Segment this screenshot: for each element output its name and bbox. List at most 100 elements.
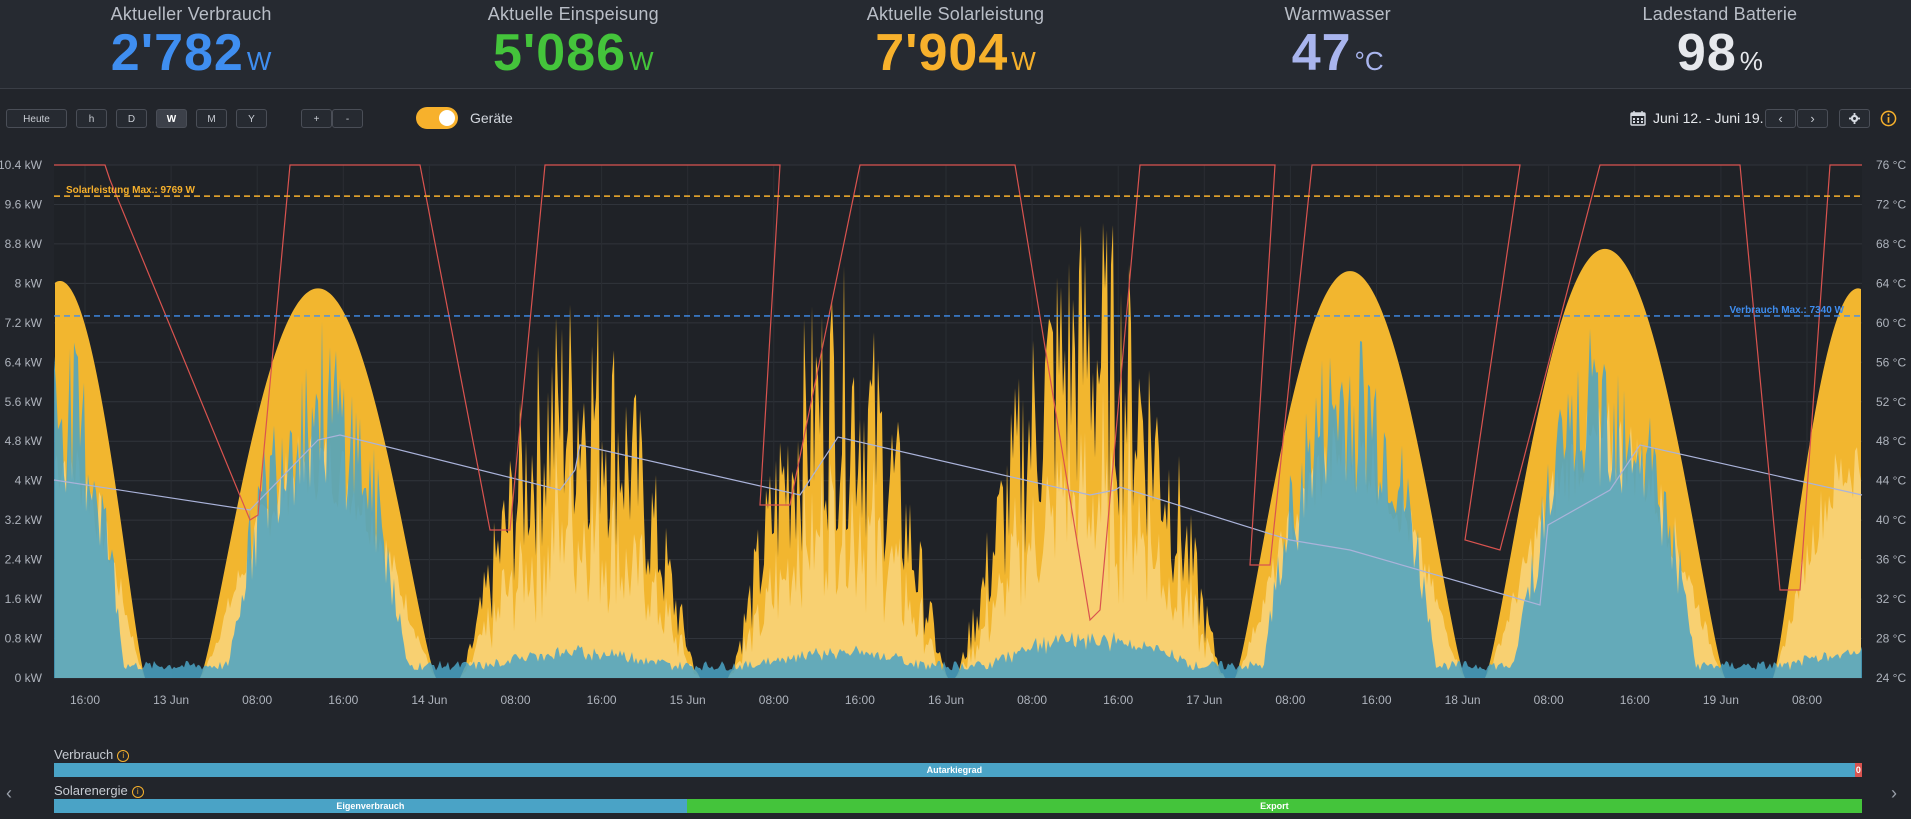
- calendar-icon[interactable]: [1630, 110, 1646, 126]
- y2-tick-label: 64 °C: [1876, 276, 1906, 290]
- solar-light-area: [955, 390, 1225, 678]
- x-tick-label: 08:00: [759, 693, 789, 707]
- x-tick-label: 08:00: [1792, 693, 1822, 707]
- range-button-day[interactable]: D: [116, 109, 147, 128]
- x-tick-label: 16:00: [845, 693, 875, 707]
- stat-label: Warmwasser: [1284, 4, 1391, 24]
- consumption-bar-text: Verbrauch: [54, 747, 114, 762]
- x-tick-label: 16:00: [1361, 693, 1391, 707]
- stat-label: Aktueller Verbrauch: [110, 4, 272, 24]
- range-button-hour[interactable]: h: [76, 109, 107, 128]
- x-tick-label: 15 Jun: [670, 693, 706, 707]
- info-icon[interactable]: [1880, 110, 1897, 127]
- y-tick-label: 10.4 kW: [0, 158, 43, 172]
- range-button-month[interactable]: M: [196, 109, 227, 128]
- y-tick-label: 6.4 kW: [5, 355, 43, 369]
- solar-bar-text: Solarenergie: [54, 783, 128, 798]
- scroll-left-arrow[interactable]: ‹: [6, 783, 12, 803]
- x-tick-label: 18 Jun: [1445, 693, 1481, 707]
- stat-consumption: Aktueller Verbrauch 2'782 W: [0, 0, 382, 88]
- stat-label: Aktuelle Solarleistung: [866, 4, 1045, 24]
- x-tick-label: 19 Jun: [1703, 693, 1739, 707]
- toggle-knob: [439, 110, 455, 126]
- stat-value-row: 98%: [1529, 27, 1911, 79]
- x-tick-label: 16 Jun: [928, 693, 964, 707]
- stat-value: 5'086: [493, 24, 627, 82]
- x-tick-label: 17 Jun: [1186, 693, 1222, 707]
- y-tick-label: 2.4 kW: [5, 553, 43, 567]
- grid-segment: 0: [1854, 763, 1862, 777]
- x-tick-label: 08:00: [242, 693, 272, 707]
- prev-period-button[interactable]: ‹: [1765, 109, 1796, 128]
- temperature-line: [54, 164, 1862, 622]
- x-tick-label: 16:00: [1103, 693, 1133, 707]
- solar-light-area: [728, 458, 948, 678]
- x-tick-label: 16:00: [70, 693, 100, 707]
- scroll-right-arrow[interactable]: ›: [1891, 783, 1897, 803]
- stat-value: 7'904: [875, 24, 1009, 82]
- y2-tick-label: 60 °C: [1876, 316, 1906, 330]
- export-segment: Export: [686, 799, 1862, 813]
- y2-tick-label: 76 °C: [1876, 158, 1906, 172]
- x-tick-label: 16:00: [587, 693, 617, 707]
- y-tick-label: 4.8 kW: [5, 434, 43, 448]
- x-tick-label: 16:00: [328, 693, 358, 707]
- y2-tick-label: 36 °C: [1876, 553, 1906, 567]
- date-range-label[interactable]: Juni 12. - Juni 19.: [1653, 110, 1764, 126]
- solar-light-area: [460, 446, 700, 678]
- y2-tick-label: 56 °C: [1876, 355, 1906, 369]
- autarky-bar: Autarkiegrad 0: [54, 763, 1862, 777]
- x-tick-label: 08:00: [1017, 693, 1047, 707]
- stat-unit: °C: [1354, 46, 1384, 76]
- max-annotation: Verbrauch Max.: 7340 W: [1730, 305, 1845, 316]
- stat-value: 47: [1291, 24, 1352, 82]
- energy-chart[interactable]: 0 kW 0.8 kW 1.6 kW 2.4 kW 3.2 kW 4 kW 4.8 kW 5.…: [0, 150, 1911, 720]
- y2-tick-label: 72 °C: [1876, 197, 1906, 211]
- info-icon[interactable]: i: [131, 785, 144, 798]
- y-tick-label: 0 kW: [15, 671, 43, 685]
- gear-icon: [1849, 113, 1860, 124]
- y-tick-label: 8 kW: [15, 276, 43, 290]
- stat-value-row: 7'904 W: [764, 27, 1146, 79]
- stat-value-row: 2'782 W: [0, 27, 382, 79]
- max-annotation: Solarleistung Max.: 9769 W: [66, 185, 195, 196]
- y-tick-label: 9.6 kW: [5, 197, 43, 211]
- stat-value: 2'782: [110, 24, 244, 82]
- zoom-in-button[interactable]: +: [301, 109, 332, 128]
- consumption-area: [54, 321, 1862, 678]
- y2-tick-label: 40 °C: [1876, 513, 1906, 527]
- stats-header: Aktueller Verbrauch 2'782 W Aktuelle Eins…: [0, 0, 1911, 89]
- autarky-segment: Autarkiegrad: [54, 763, 1855, 777]
- stat-value-row: 5'086 W: [382, 27, 764, 79]
- stat-label: Ladestand Batterie: [1642, 4, 1798, 24]
- zoom-out-button[interactable]: -: [332, 109, 363, 128]
- devices-toggle-label: Geräte: [470, 110, 513, 126]
- y2-tick-label: 44 °C: [1876, 474, 1906, 488]
- solar-bar-label: Solarenergie i: [54, 783, 144, 798]
- y2-tick-label: 28 °C: [1876, 632, 1906, 646]
- devices-toggle[interactable]: [416, 107, 458, 129]
- y-tick-label: 3.2 kW: [5, 513, 43, 527]
- stat-solar-power: Aktuelle Solarleistung 7'904 W: [764, 0, 1146, 88]
- info-icon[interactable]: i: [117, 749, 130, 762]
- solar-light-area: [1773, 447, 1861, 678]
- settings-button[interactable]: [1839, 109, 1870, 128]
- range-button-week[interactable]: W: [156, 109, 187, 128]
- y-tick-label: 4 kW: [15, 474, 43, 488]
- y2-tick-label: 24 °C: [1876, 671, 1906, 685]
- range-button-today[interactable]: Heute: [6, 109, 67, 128]
- y-tick-label: 5.6 kW: [5, 395, 43, 409]
- stat-unit: W: [246, 46, 272, 76]
- next-period-button[interactable]: ›: [1797, 109, 1828, 128]
- y-tick-label: 7.2 kW: [5, 316, 43, 330]
- y-tick-label: 1.6 kW: [5, 592, 43, 606]
- x-tick-label: 16:00: [1620, 693, 1650, 707]
- stat-unit: W: [1011, 46, 1036, 76]
- y-tick-label: 8.8 kW: [5, 237, 43, 251]
- x-tick-label: 08:00: [1275, 693, 1305, 707]
- stat-label: Aktuelle Einspeisung: [487, 4, 659, 24]
- consumption-bar-label: Verbrauch i: [54, 747, 130, 762]
- range-button-year[interactable]: Y: [236, 109, 267, 128]
- stat-value: 98: [1676, 24, 1737, 82]
- stat-unit: %: [1739, 46, 1763, 76]
